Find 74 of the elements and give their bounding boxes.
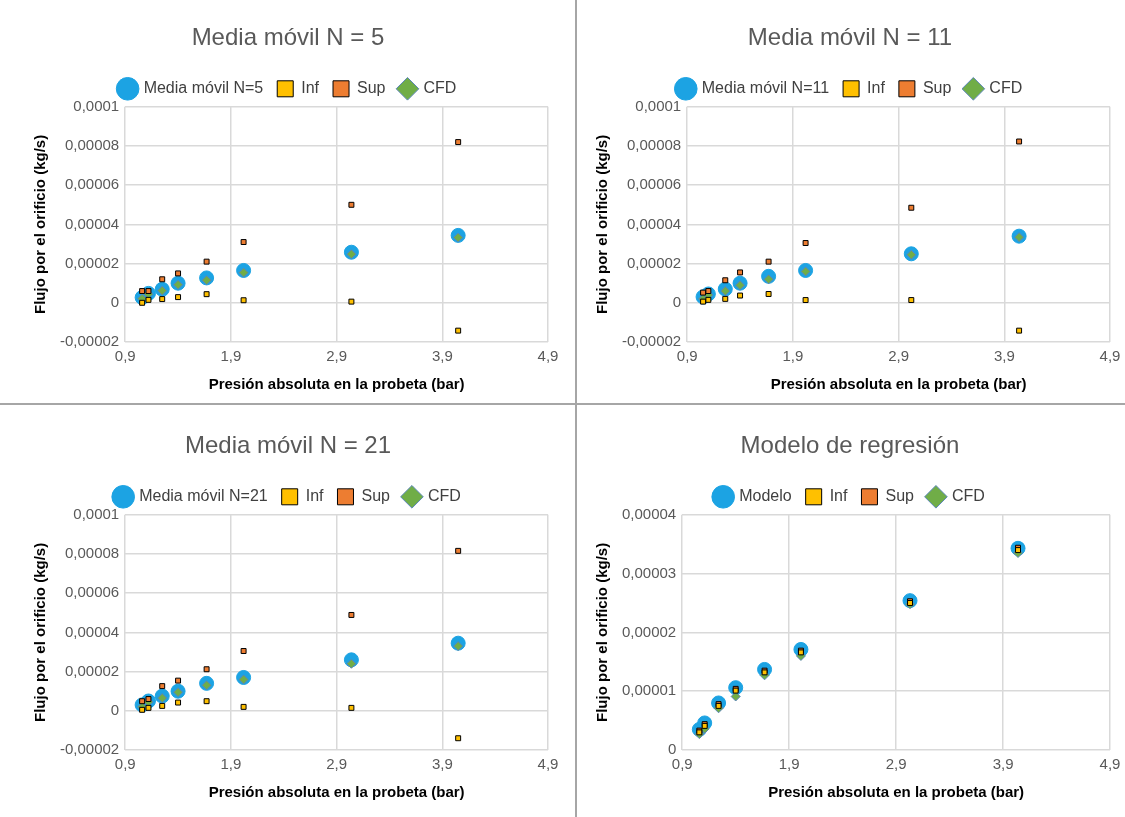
x-axis-title: Presión absoluta en la probeta (bar)	[208, 375, 465, 393]
x-tick-label: 4,9	[1099, 755, 1121, 773]
x-tick-label: 0,9	[114, 347, 136, 365]
y-tick-label: 0,00004	[621, 504, 677, 522]
legend-label: Sup	[361, 487, 391, 505]
legend-label: Media móvil N=11	[701, 79, 830, 97]
y-axis-title: Flujo por el orificio (kg/s)	[31, 542, 49, 722]
legend-label: Media móvil N=21	[139, 487, 268, 505]
x-tick-label: 3,9	[993, 347, 1015, 365]
y-axis-title: Flujo por el orificio (kg/s)	[593, 134, 611, 314]
legend-label: Inf	[829, 487, 849, 505]
legend-label: CFD	[423, 79, 457, 97]
legend-label: CFD	[989, 79, 1023, 97]
x-tick-label: 0,9	[671, 755, 693, 773]
legend-label: Modelo	[739, 487, 792, 505]
x-tick-label: 0,9	[114, 755, 136, 773]
y-tick-label: 0,00003	[621, 563, 677, 581]
x-axis-title: Presión absoluta en la probeta (bar)	[770, 375, 1027, 393]
x-tick-label: 2,9	[888, 347, 910, 365]
y-tick-label: 0,00004	[626, 214, 682, 232]
legend-label: Sup	[357, 79, 386, 97]
y-tick-label: -0,00002	[60, 740, 120, 758]
y-tick-label: 0,0001	[73, 96, 120, 114]
y-tick-label: 0,00001	[621, 681, 677, 699]
y-tick-label: 0	[672, 292, 682, 310]
y-tick-label: 0,00002	[64, 661, 120, 679]
y-tick-label: 0	[110, 292, 120, 310]
legend-label: Inf	[301, 79, 320, 97]
x-tick-label: 3,9	[992, 755, 1014, 773]
legend-label: Inf	[305, 487, 325, 505]
x-tick-label: 2,9	[326, 755, 348, 773]
y-tick-label: 0,00002	[621, 622, 677, 640]
chart-title: Modelo de regresión	[740, 431, 960, 459]
chart-title: Media móvil N = 11	[747, 23, 953, 51]
y-tick-label: 0	[667, 740, 677, 758]
y-tick-label: 0,00004	[64, 622, 120, 640]
x-tick-label: 4,9	[1099, 347, 1121, 365]
x-axis-title: Presión absoluta en la probeta (bar)	[768, 783, 1025, 801]
x-tick-label: 1,9	[782, 347, 804, 365]
y-tick-label: 0,00008	[626, 136, 682, 154]
x-tick-label: 1,9	[220, 347, 242, 365]
x-tick-label: 1,9	[778, 755, 800, 773]
y-tick-label: -0,00002	[60, 332, 120, 350]
legend-label: Sup	[885, 487, 915, 505]
legend-label: Inf	[867, 79, 886, 97]
x-tick-label: 3,9	[431, 347, 453, 365]
y-tick-label: 0,00002	[64, 253, 120, 271]
x-tick-label: 4,9	[537, 755, 559, 773]
x-tick-label: 3,9	[431, 755, 453, 773]
chart-title: Media móvil N = 5	[191, 23, 385, 51]
y-tick-label: 0,00006	[626, 175, 682, 193]
x-tick-label: 4,9	[537, 347, 559, 365]
legend-label: CFD	[427, 487, 461, 505]
y-tick-label: 0,0001	[635, 96, 682, 114]
y-tick-label: 0	[110, 700, 120, 718]
legend-label: Media móvil N=5	[143, 79, 264, 97]
y-tick-label: 0,00008	[64, 544, 120, 562]
y-tick-label: 0,00002	[626, 253, 682, 271]
x-tick-label: 1,9	[220, 755, 242, 773]
y-axis-title: Flujo por el orificio (kg/s)	[31, 134, 49, 314]
y-tick-label: 0,00006	[64, 175, 120, 193]
x-tick-label: 2,9	[326, 347, 348, 365]
y-tick-label: 0,00008	[64, 136, 120, 154]
x-tick-label: 2,9	[885, 755, 907, 773]
chart-title: Media móvil N = 21	[184, 431, 392, 459]
y-tick-label: 0,0001	[73, 504, 120, 522]
y-tick-label: 0,00006	[64, 583, 120, 601]
x-tick-label: 0,9	[676, 347, 698, 365]
y-tick-label: 0,00004	[64, 214, 120, 232]
y-tick-label: -0,00002	[622, 332, 682, 350]
x-axis-title: Presión absoluta en la probeta (bar)	[208, 783, 465, 801]
legend-label: CFD	[951, 487, 985, 505]
y-axis-title: Flujo por el orificio (kg/s)	[593, 542, 611, 722]
legend-label: Sup	[922, 79, 952, 97]
